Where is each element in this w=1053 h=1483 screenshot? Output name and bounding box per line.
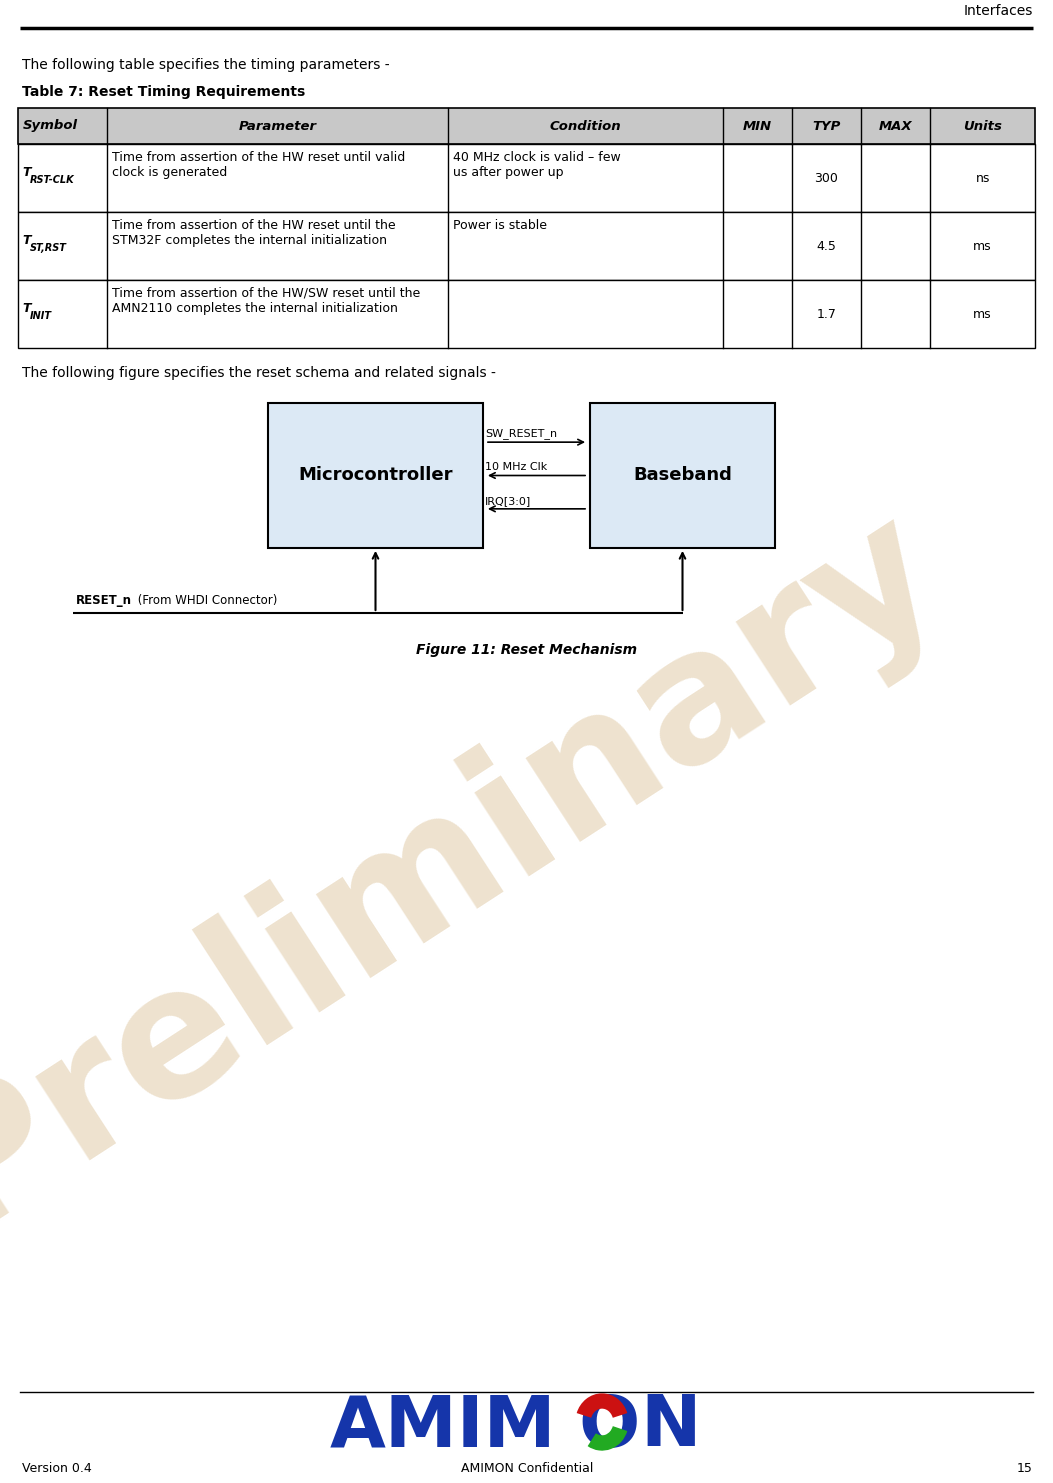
Text: (From WHDI Connector): (From WHDI Connector) <box>134 595 277 607</box>
Bar <box>269 403 483 549</box>
Text: Baseband: Baseband <box>633 467 732 485</box>
Text: 15: 15 <box>1017 1462 1033 1474</box>
Text: INIT: INIT <box>29 311 52 320</box>
Bar <box>18 212 1035 280</box>
Text: 4.5: 4.5 <box>816 239 836 252</box>
Text: AMIM: AMIM <box>330 1393 556 1462</box>
Text: Microcontroller: Microcontroller <box>298 467 453 485</box>
Text: Power is stable: Power is stable <box>453 219 548 231</box>
Text: The following figure specifies the reset schema and related signals -: The following figure specifies the reset… <box>22 366 496 380</box>
Text: RST-CLK: RST-CLK <box>29 175 75 185</box>
Text: MIN: MIN <box>742 120 772 132</box>
Text: Time from assertion of the HW/SW reset until the
AMN2110 completes the internal : Time from assertion of the HW/SW reset u… <box>113 288 421 314</box>
Bar <box>590 403 775 549</box>
Text: ms: ms <box>973 239 992 252</box>
Text: T: T <box>22 233 31 246</box>
Text: RESET_n: RESET_n <box>76 595 132 607</box>
Text: T: T <box>22 166 31 178</box>
Text: Table 7: Reset Timing Requirements: Table 7: Reset Timing Requirements <box>22 85 305 99</box>
Text: Version 0.4: Version 0.4 <box>22 1462 92 1474</box>
Text: Figure 11: Reset Mechanism: Figure 11: Reset Mechanism <box>416 644 637 657</box>
Text: The following table specifies the timing parameters -: The following table specifies the timing… <box>22 58 390 73</box>
Text: Condition: Condition <box>550 120 621 132</box>
Text: SW_RESET_n: SW_RESET_n <box>485 429 557 439</box>
Bar <box>18 280 1035 349</box>
Text: MAX: MAX <box>879 120 913 132</box>
Text: Interfaces: Interfaces <box>963 4 1033 18</box>
Bar <box>18 144 1035 212</box>
Text: Time from assertion of the HW reset until valid
clock is generated: Time from assertion of the HW reset unti… <box>113 151 405 179</box>
Text: ms: ms <box>973 307 992 320</box>
Text: TYP: TYP <box>812 120 840 132</box>
Text: Parameter: Parameter <box>239 120 317 132</box>
Text: O: O <box>578 1393 639 1462</box>
Text: N: N <box>640 1393 700 1462</box>
Text: ST,RST: ST,RST <box>29 243 67 254</box>
Text: Time from assertion of the HW reset until the
STM32F completes the internal init: Time from assertion of the HW reset unti… <box>113 219 396 248</box>
Bar <box>18 108 1035 144</box>
Text: 40 MHz clock is valid – few
us after power up: 40 MHz clock is valid – few us after pow… <box>453 151 621 179</box>
Text: 10 MHz Clk: 10 MHz Clk <box>485 463 548 473</box>
Text: Symbol: Symbol <box>23 120 78 132</box>
Text: Preliminary: Preliminary <box>0 476 971 1264</box>
Text: T: T <box>22 301 31 314</box>
Text: AMIMON Confidential: AMIMON Confidential <box>461 1462 593 1474</box>
Text: ns: ns <box>975 172 990 184</box>
Text: IRQ[3:0]: IRQ[3:0] <box>485 495 532 506</box>
Text: 300: 300 <box>815 172 838 184</box>
Text: Units: Units <box>963 120 1002 132</box>
Text: 1.7: 1.7 <box>816 307 836 320</box>
